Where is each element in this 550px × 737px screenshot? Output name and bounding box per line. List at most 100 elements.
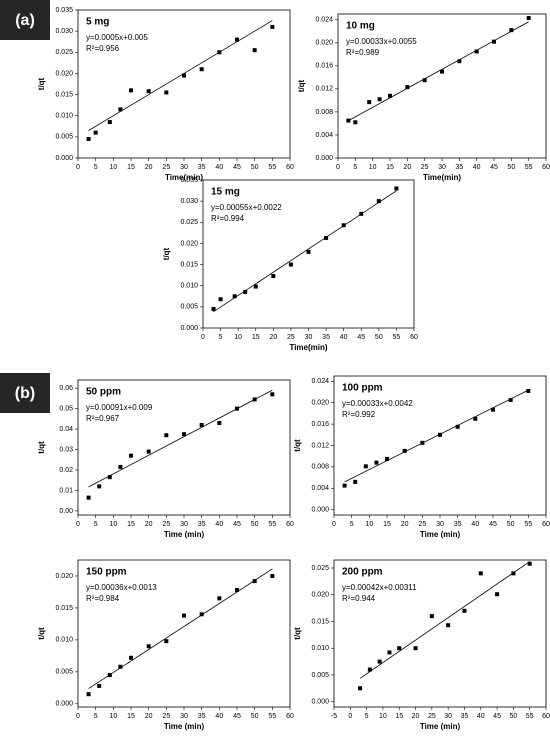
y-tick-label: 0.020 [55,70,73,77]
x-axis-label: Time(min) [423,173,461,182]
chart-title: 100 ppm [342,383,383,394]
y-tick-label: 0.012 [315,86,333,93]
x-tick-label: 50 [509,713,517,720]
data-point [164,90,169,95]
x-tick-label: 20 [412,713,420,720]
data-point [232,294,237,299]
x-tick-label: 35 [461,713,469,720]
y-axis-label: t/qt [297,79,306,92]
y-axis-label: t/qt [162,247,171,260]
y-tick-label: 0.015 [180,261,198,268]
x-axis-label: Time (min) [164,530,205,539]
data-point [376,199,381,204]
y-tick-label: 0.020 [311,400,329,407]
x-tick-label: 60 [410,334,418,341]
fit-equation: y=0.00033x+0.0055 [346,37,417,46]
data-point [199,67,204,72]
x-tick-label: 5 [365,713,369,720]
data-point [253,284,258,289]
data-point [324,235,329,240]
fit-line [344,389,529,483]
x-tick-label: 60 [286,521,294,528]
r-squared: R²=0.967 [86,414,120,423]
data-point [374,460,379,465]
x-tick-label: 30 [305,334,313,341]
data-point [129,655,133,660]
x-tick-label: 10 [369,164,377,171]
data-point [217,50,222,55]
fit-equation: y=0.00055x+0.0022 [211,203,282,212]
y-tick-label: 0.025 [180,219,198,226]
data-point [199,423,204,427]
x-tick-label: 25 [162,164,170,171]
data-point [118,664,123,669]
fit-equation: y=0.00033x+0.0042 [342,399,413,408]
data-point [93,130,98,135]
x-tick-label: 60 [542,164,550,171]
data-point [164,433,169,438]
x-tick-label: 25 [428,713,436,720]
plot-frame [77,559,291,708]
x-tick-label: 0 [76,713,80,720]
x-tick-label: 60 [286,713,294,720]
data-point [107,475,112,480]
data-point [455,424,460,429]
x-tick-label: 15 [127,521,135,528]
y-tick-label: 0.008 [311,464,329,471]
x-tick-label: -5 [331,713,337,720]
data-point [270,24,275,29]
data-point [342,483,347,488]
chart-title: 50 ppm [86,387,121,398]
data-point [353,479,358,484]
x-tick-label: 45 [490,164,498,171]
y-tick-label: 0.005 [311,672,329,679]
data-point [367,667,372,672]
chart-title: 10 mg [346,21,375,32]
x-tick-label: 0 [332,521,336,528]
data-point [440,69,444,74]
x-tick-label: 10 [109,164,117,171]
chart-title: 200 ppm [342,567,383,578]
data-point [86,136,91,141]
data-point [146,449,151,454]
y-tick-label: 0.010 [311,645,329,652]
data-point [495,592,500,597]
y-tick-label: 0.000 [315,155,333,162]
x-axis-label: Time(min) [289,343,327,352]
x-tick-label: 30 [180,521,188,528]
data-point [271,273,276,278]
data-point [211,306,216,311]
x-tick-label: 10 [234,334,242,341]
data-point [359,211,364,216]
y-tick-label: 0.06 [59,385,73,392]
x-axis-label: Time (min) [164,722,205,731]
chart-title: 15 mg [211,187,240,198]
x-tick-label: 50 [251,164,259,171]
data-point [385,456,389,461]
r-squared: R²=0.994 [211,214,245,223]
data-point [270,392,275,397]
y-tick-label: 0.000 [55,701,73,708]
y-tick-label: 0.035 [180,177,198,184]
y-tick-label: 0.030 [180,198,198,205]
y-tick-label: 0.010 [55,637,73,644]
x-tick-label: 15 [395,713,403,720]
x-tick-label: 55 [268,164,276,171]
y-tick-label: 0.020 [180,240,198,247]
x-tick-label: 25 [162,713,170,720]
plot-frame [333,559,547,708]
data-point [377,97,382,102]
data-point [252,48,257,53]
data-point [97,683,102,688]
x-tick-label: 45 [489,521,497,528]
data-point [129,88,133,93]
data-point [526,16,531,21]
x-tick-label: 45 [357,334,365,341]
data-point [182,613,186,618]
y-tick-label: 0.030 [55,28,73,35]
data-point [405,85,410,90]
x-tick-label: 0 [336,164,340,171]
data-point [107,120,112,125]
r-squared: R²=0.989 [346,48,380,57]
data-point [358,686,363,691]
